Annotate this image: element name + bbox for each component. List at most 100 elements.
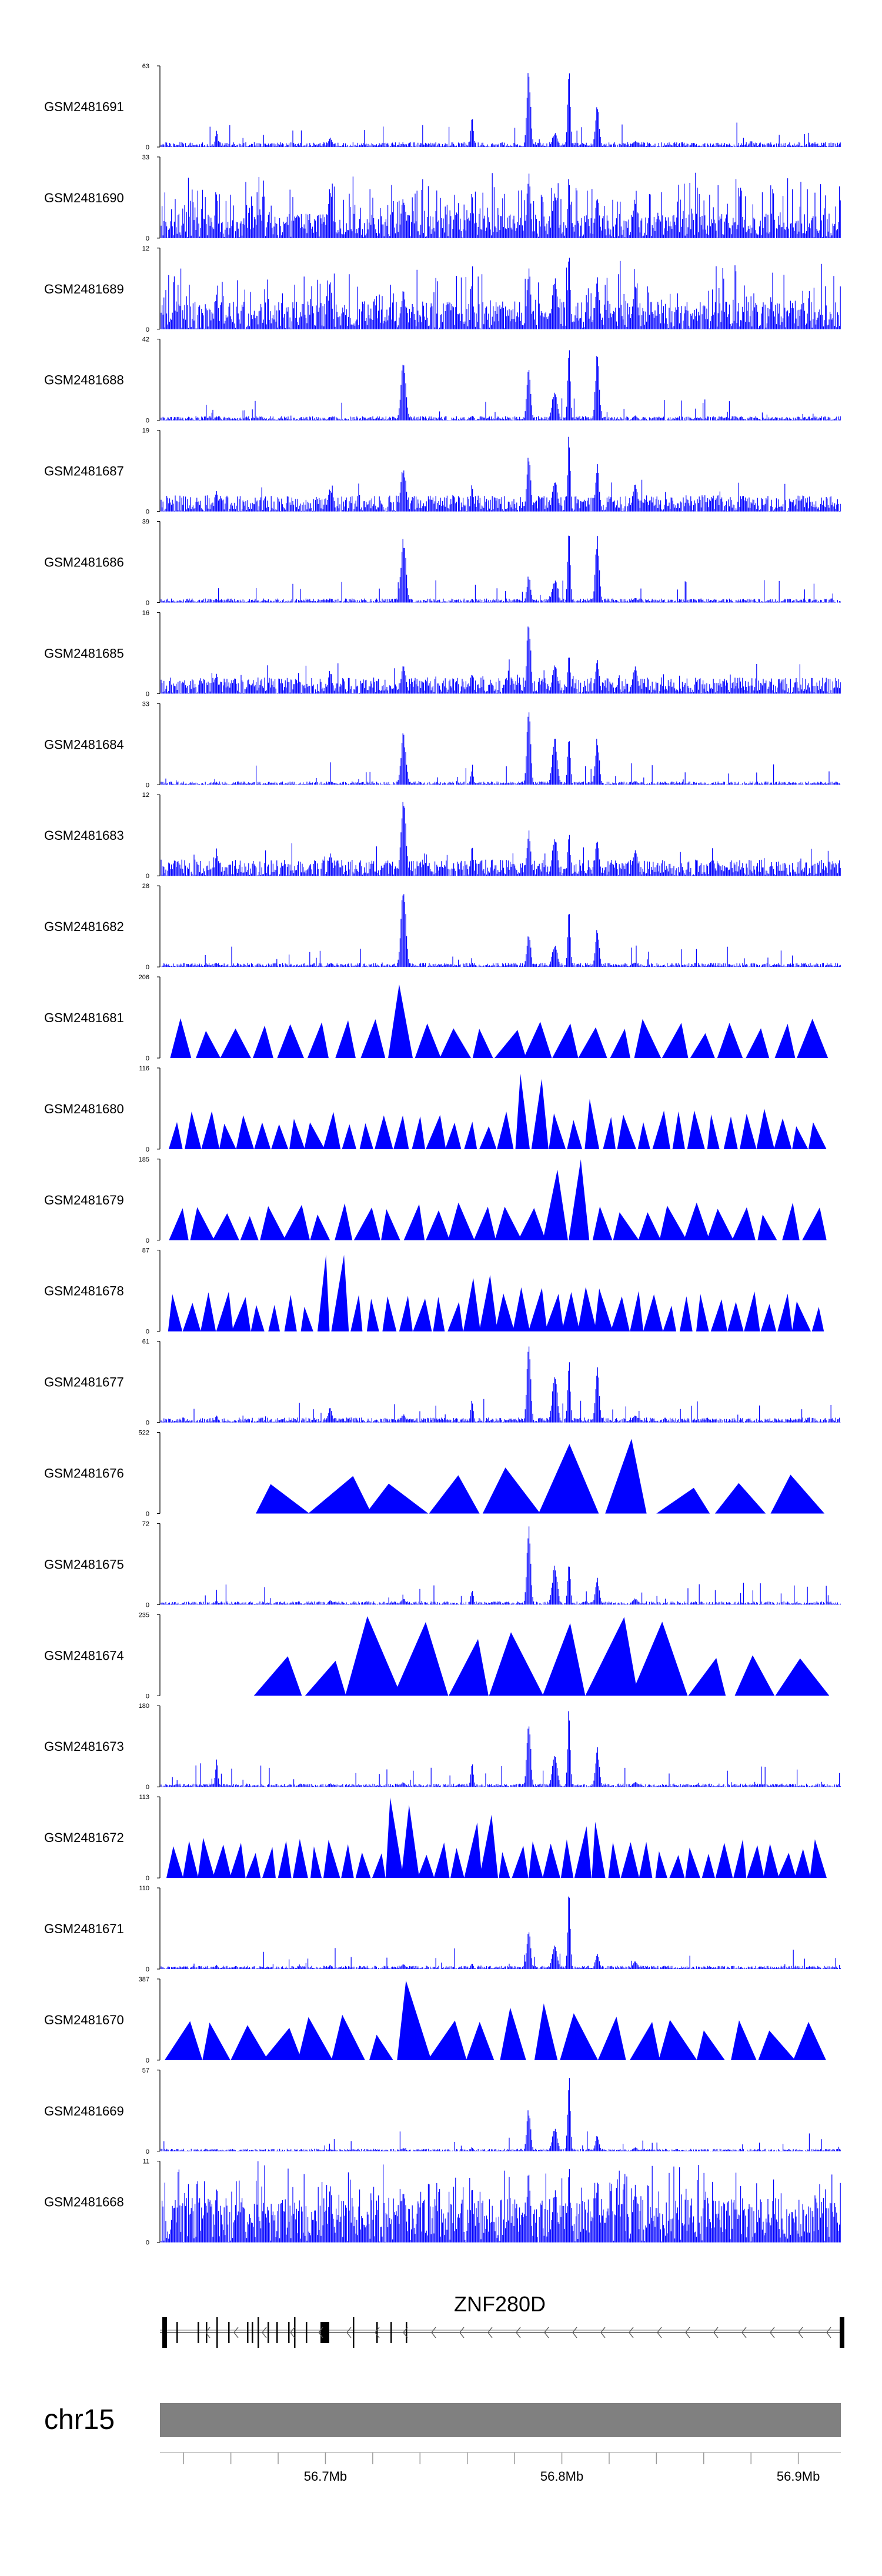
strand-arrow — [318, 2327, 323, 2338]
y-axis-min-label: 0 — [146, 782, 149, 789]
strand-arrow — [375, 2327, 380, 2338]
y-axis-min-label: 0 — [146, 1146, 149, 1153]
track-GSM2481677: GSM2481677 61 0 — [44, 1339, 841, 1427]
track-GSM2481686: GSM2481686 39 0 — [44, 519, 841, 607]
y-axis-max-label: 33 — [142, 700, 149, 708]
signal-area — [168, 1254, 824, 1332]
strand-arrow — [459, 2327, 465, 2338]
gene-exon — [176, 2322, 178, 2343]
track-label: GSM2481683 — [44, 828, 124, 843]
gene-exon — [406, 2322, 407, 2343]
coordinate-tick-label: 56.7Mb — [304, 2469, 347, 2484]
y-axis-max-label: 522 — [139, 1430, 149, 1437]
track-GSM2481674: GSM2481674 235 0 — [44, 1611, 830, 1700]
signal-area — [253, 1616, 830, 1696]
signal-area — [161, 172, 841, 238]
y-axis-max-label: 116 — [139, 1065, 149, 1072]
y-axis-max-label: 28 — [142, 883, 149, 890]
y-axis-min-label: 0 — [146, 1329, 149, 1336]
y-axis-min-label: 0 — [146, 1511, 149, 1518]
chromosome-ideogram — [160, 2403, 841, 2437]
signal-area — [256, 1439, 825, 1514]
y-axis-min-label: 0 — [146, 1966, 149, 1973]
gene-track: ZNF280D — [160, 2292, 844, 2348]
coordinate-axis: 56.7Mb 56.8Mb 56.9Mb — [160, 2452, 841, 2484]
signal-area — [168, 1073, 827, 1149]
track-label: GSM2481691 — [44, 99, 124, 114]
track-GSM2481675: GSM2481675 72 0 — [44, 1520, 841, 1609]
strand-arrow — [629, 2327, 634, 2338]
track-label: GSM2481678 — [44, 1284, 124, 1299]
gene-exon — [198, 2322, 199, 2343]
track-GSM2481683: GSM2481683 12 0 — [44, 792, 841, 880]
track-label: GSM2481671 — [44, 1921, 124, 1936]
y-axis-min-label: 0 — [146, 418, 149, 425]
track-label: GSM2481677 — [44, 1375, 124, 1390]
y-axis-min-label: 0 — [146, 326, 149, 333]
signal-area — [166, 1797, 827, 1878]
gene-exon — [162, 2317, 167, 2348]
y-axis-max-label: 57 — [142, 2067, 149, 2074]
gene-exon — [228, 2322, 230, 2343]
y-axis-max-label: 63 — [142, 63, 149, 70]
strand-arrow — [713, 2327, 719, 2338]
track-label: GSM2481675 — [44, 1557, 124, 1571]
y-axis-min-label: 0 — [146, 1693, 149, 1700]
track-label: GSM2481670 — [44, 2013, 124, 2027]
y-axis-min-label: 0 — [146, 964, 149, 971]
track-GSM2481669: GSM2481669 57 0 — [44, 2067, 841, 2155]
track-GSM2481668: GSM2481668 11 0 — [44, 2158, 841, 2247]
signal-area — [161, 894, 841, 967]
track-GSM2481684: GSM2481684 33 0 — [44, 700, 841, 789]
signal-area — [161, 73, 841, 147]
gene-exon — [840, 2317, 844, 2348]
track-label: GSM2481680 — [44, 1102, 124, 1116]
gene-exon — [325, 2322, 329, 2343]
y-axis-max-label: 110 — [139, 1885, 149, 1892]
track-GSM2481680: GSM2481680 116 0 — [44, 1065, 827, 1153]
coordinate-tick-label: 56.8Mb — [540, 2469, 583, 2484]
signal-area — [161, 2161, 841, 2243]
gene-model — [160, 2317, 844, 2348]
y-axis-min-label: 0 — [146, 2148, 149, 2155]
strand-arrow — [205, 2327, 211, 2338]
signal-area — [161, 436, 841, 512]
gene-exon — [294, 2317, 296, 2348]
track-GSM2481670: GSM2481670 387 0 — [44, 1976, 826, 2064]
gene-exon — [353, 2317, 355, 2348]
signal-area — [161, 1711, 841, 1787]
signal-area — [161, 1526, 841, 1605]
strand-arrow — [403, 2327, 408, 2338]
y-axis-min-label: 0 — [146, 1420, 149, 1427]
track-label: GSM2481684 — [44, 737, 124, 752]
strand-arrow — [798, 2327, 803, 2338]
y-axis-min-label: 0 — [146, 235, 149, 242]
track-GSM2481688: GSM2481688 42 0 — [44, 336, 841, 425]
track-label: GSM2481681 — [44, 1010, 124, 1025]
signal-area — [161, 535, 841, 603]
gene-exon — [258, 2317, 259, 2348]
strand-arrow — [685, 2327, 690, 2338]
y-axis-max-label: 12 — [142, 245, 149, 252]
y-axis-max-label: 11 — [143, 2158, 149, 2165]
y-axis-max-label: 16 — [142, 609, 149, 616]
track-label: GSM2481668 — [44, 2195, 124, 2210]
y-axis-min-label: 0 — [146, 600, 149, 607]
y-axis-min-label: 0 — [146, 1784, 149, 1791]
track-GSM2481689: GSM2481689 12 0 — [44, 245, 841, 333]
track-GSM2481687: GSM2481687 19 0 — [44, 428, 841, 516]
track-GSM2481671: GSM2481671 110 0 — [44, 1885, 841, 1973]
strand-arrow — [431, 2327, 436, 2338]
signal-area — [161, 258, 841, 329]
signal-area — [161, 626, 841, 694]
track-GSM2481682: GSM2481682 28 0 — [44, 883, 841, 971]
strand-arrow — [290, 2327, 295, 2338]
signal-area — [161, 712, 841, 785]
strand-arrow — [826, 2327, 831, 2338]
gene-exon — [376, 2322, 378, 2343]
signal-area — [169, 1159, 827, 1240]
gene-exon — [320, 2322, 325, 2343]
y-axis-min-label: 0 — [146, 690, 149, 698]
y-axis-max-label: 12 — [142, 792, 149, 799]
y-axis-max-label: 235 — [139, 1611, 149, 1619]
